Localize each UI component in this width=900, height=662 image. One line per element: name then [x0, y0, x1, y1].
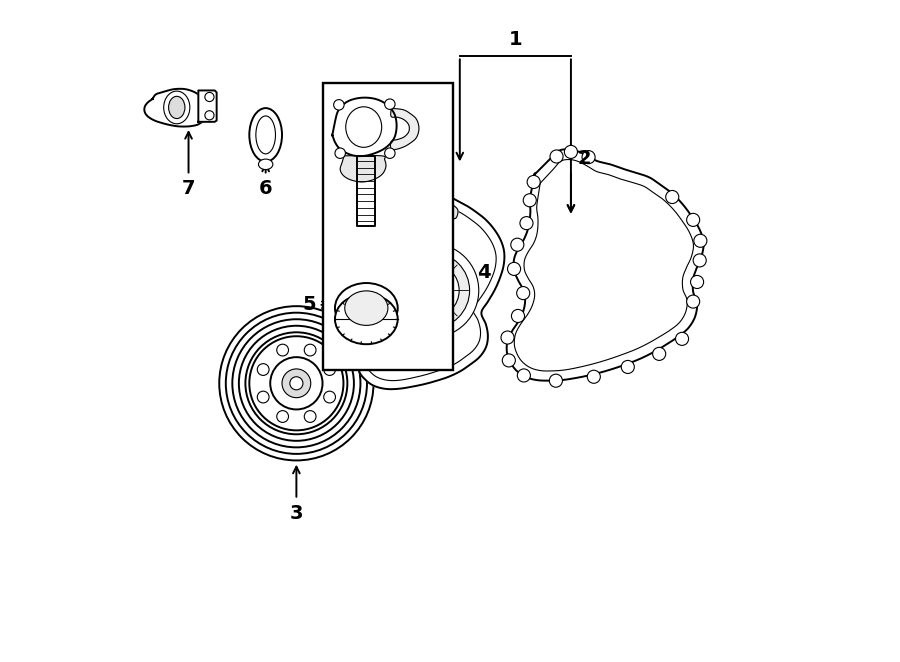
- Circle shape: [582, 150, 595, 164]
- Polygon shape: [358, 189, 504, 389]
- Ellipse shape: [335, 283, 398, 333]
- Circle shape: [517, 287, 530, 300]
- Polygon shape: [332, 97, 397, 156]
- Polygon shape: [198, 91, 217, 122]
- Circle shape: [588, 370, 600, 383]
- Circle shape: [257, 391, 269, 403]
- Circle shape: [564, 146, 578, 158]
- Circle shape: [290, 377, 303, 390]
- Circle shape: [334, 99, 344, 110]
- Circle shape: [666, 191, 679, 203]
- Circle shape: [511, 309, 525, 322]
- Ellipse shape: [346, 107, 382, 148]
- Text: 7: 7: [182, 179, 195, 199]
- Circle shape: [324, 391, 336, 403]
- Text: 1: 1: [508, 30, 522, 48]
- Circle shape: [384, 244, 479, 338]
- Text: 6: 6: [259, 179, 273, 199]
- Circle shape: [324, 363, 336, 375]
- Circle shape: [518, 369, 530, 382]
- Circle shape: [304, 410, 316, 422]
- Circle shape: [527, 175, 540, 189]
- Circle shape: [520, 216, 533, 230]
- Ellipse shape: [258, 159, 273, 169]
- Circle shape: [693, 254, 706, 267]
- Ellipse shape: [164, 91, 190, 124]
- Polygon shape: [507, 149, 704, 381]
- Polygon shape: [391, 108, 419, 150]
- Circle shape: [384, 99, 395, 109]
- Circle shape: [550, 150, 563, 163]
- Circle shape: [511, 238, 524, 252]
- Circle shape: [335, 148, 346, 158]
- Circle shape: [422, 281, 441, 300]
- Polygon shape: [412, 187, 458, 218]
- Circle shape: [621, 360, 634, 373]
- Polygon shape: [144, 89, 203, 126]
- Circle shape: [276, 410, 289, 422]
- Circle shape: [413, 272, 450, 308]
- Circle shape: [249, 336, 344, 430]
- Circle shape: [394, 253, 470, 328]
- Ellipse shape: [256, 116, 275, 154]
- Circle shape: [282, 369, 310, 398]
- Circle shape: [276, 344, 289, 356]
- Polygon shape: [357, 156, 374, 226]
- Circle shape: [384, 148, 395, 158]
- Circle shape: [304, 344, 316, 356]
- Circle shape: [205, 111, 214, 120]
- Text: 4: 4: [478, 263, 491, 281]
- Text: 2: 2: [578, 148, 591, 167]
- Text: 5: 5: [302, 295, 316, 314]
- Circle shape: [508, 262, 520, 275]
- Ellipse shape: [345, 291, 388, 326]
- Ellipse shape: [335, 294, 398, 344]
- Polygon shape: [340, 156, 386, 182]
- Circle shape: [501, 331, 514, 344]
- Circle shape: [687, 295, 699, 308]
- Circle shape: [549, 374, 562, 387]
- Circle shape: [257, 363, 269, 375]
- Ellipse shape: [168, 97, 184, 118]
- Circle shape: [502, 354, 516, 367]
- Circle shape: [270, 357, 322, 409]
- Text: 3: 3: [290, 504, 303, 523]
- Circle shape: [652, 348, 666, 360]
- Circle shape: [404, 263, 459, 318]
- Circle shape: [694, 234, 706, 248]
- Ellipse shape: [249, 108, 282, 162]
- Circle shape: [523, 194, 536, 207]
- Circle shape: [676, 332, 688, 346]
- Circle shape: [205, 93, 214, 101]
- Bar: [322, 83, 454, 370]
- Circle shape: [687, 213, 699, 226]
- Circle shape: [690, 275, 704, 289]
